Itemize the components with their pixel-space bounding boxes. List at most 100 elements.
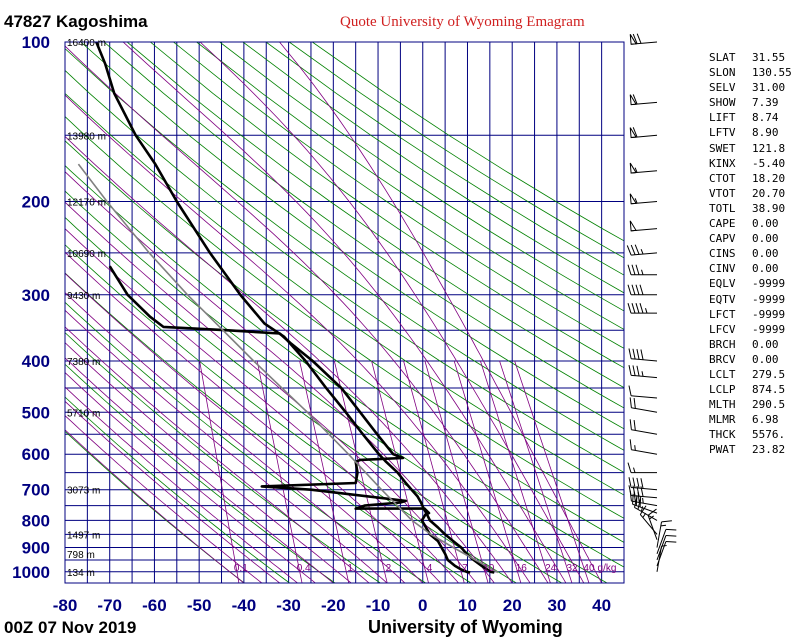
index-value: 0.00 (752, 262, 779, 276)
dry-adiabat (65, 92, 624, 496)
index-row: THCK 5576. (709, 427, 792, 442)
temperature-tick-label: -40 (232, 596, 257, 615)
index-name: SHOW (709, 96, 736, 110)
index-name: SELV (709, 81, 736, 95)
dry-adiabat (196, 42, 624, 330)
dry-adiabat (65, 69, 624, 473)
temperature-tick-label: 10 (458, 596, 477, 615)
pressure-tick-label: 1000 (12, 563, 50, 582)
wind-barb-feather (627, 264, 632, 275)
wind-barb-feather (631, 264, 636, 275)
wind-barb (627, 284, 657, 296)
height-label: 10690 m (67, 249, 106, 260)
height-label: 798 m (67, 550, 95, 561)
dry-adiabat (65, 216, 562, 583)
wind-barb-feather (639, 303, 644, 314)
moist-adiabat (65, 415, 263, 583)
index-value: -9999 (752, 322, 786, 336)
height-label: 7380 m (67, 357, 100, 368)
index-name: LFTV (709, 126, 736, 140)
index-name: EQTV (709, 292, 736, 306)
mixing-ratio-label: 0.1 (234, 563, 248, 574)
wind-barb-feather (631, 284, 636, 295)
index-name: MLTH (709, 398, 736, 412)
wind-barb-feather (632, 94, 638, 105)
index-name: LCLP (709, 383, 736, 397)
index-value: 38.90 (752, 201, 786, 215)
index-name: CINS (709, 247, 736, 261)
index-name: PWAT (709, 443, 736, 457)
temperature-tick-label: -70 (97, 596, 122, 615)
index-name: SLAT (709, 51, 736, 64)
index-row: SLON 130.55 (709, 65, 792, 80)
index-row: EQTV -9999 (709, 292, 792, 307)
index-name: LIFT (709, 111, 736, 125)
mixing-ratio-line (299, 360, 350, 583)
moist-adiabat (199, 42, 585, 583)
index-row: SELV 31.00 (709, 80, 792, 95)
wind-barb-feather (629, 439, 632, 450)
wind-barb-flag (629, 162, 637, 174)
wind-barb-staff (656, 521, 663, 548)
temperature-tick-label: 40 (592, 596, 611, 615)
wind-barb (629, 94, 658, 106)
wind-barb-feather (665, 541, 677, 543)
index-value: 20.70 (752, 186, 786, 200)
wind-barb-half-feather (634, 198, 638, 204)
wind-barb (628, 385, 658, 399)
wind-barb-feather (647, 508, 657, 516)
mixing-ratio-label: 7 (462, 563, 468, 574)
mixing-ratio-line (453, 360, 522, 583)
wind-barb-feather (629, 419, 632, 430)
wind-barb-feather (639, 505, 647, 515)
index-row: MLTH 290.5 (709, 397, 792, 412)
wind-barb (629, 162, 658, 174)
wind-barb-staff (647, 515, 658, 540)
wind-barb (629, 397, 658, 413)
wind-barb-staff (631, 374, 658, 379)
index-row: CAPV 0.00 (709, 231, 792, 246)
plot-border (64, 41, 625, 584)
temperature-tick-label: -30 (276, 596, 301, 615)
moist-adiabat (65, 292, 406, 583)
temperature-tick-label: 30 (547, 596, 566, 615)
wind-barb-staff (656, 546, 663, 572)
index-value: 5576. (752, 428, 786, 442)
dry-adiabat (126, 42, 624, 389)
plot-area (65, 42, 624, 583)
index-row: CTOT 18.20 (709, 171, 792, 186)
mixing-ratio-label: 24 (545, 563, 557, 574)
mixing-ratio-label: g/kg (598, 563, 617, 574)
index-name: SLON (709, 66, 736, 80)
wind-barb-feather (629, 490, 632, 502)
index-row: SWET 121.8 (709, 141, 792, 156)
wind-barb-feather (632, 365, 636, 376)
wind-barb (626, 244, 658, 256)
wind-barb-feather (640, 486, 644, 497)
temperature-tick-label: -60 (142, 596, 167, 615)
wind-barb-feather (634, 244, 640, 255)
mixing-ratio-line (256, 360, 303, 583)
index-name: MLMR (709, 413, 736, 427)
index-row: TOTL 38.90 (709, 201, 792, 216)
wind-barb-half-feather (641, 371, 644, 377)
wind-barb-feather (628, 365, 632, 376)
moist-adiabat (65, 135, 513, 583)
wind-barb-flag (629, 94, 637, 106)
moist-adiabat (65, 94, 531, 583)
mixing-ratio-label: 32 (566, 563, 578, 574)
mixing-ratio-line (333, 360, 388, 583)
pressure-tick-label: 400 (22, 352, 50, 371)
wind-barb-feather (639, 496, 642, 508)
dry-adiabat (65, 48, 624, 451)
index-name: THCK (709, 428, 736, 442)
dry-adiabat (80, 42, 624, 430)
index-row: CINS 0.00 (709, 246, 792, 261)
height-label: 3073 m (67, 486, 100, 497)
index-row: PWAT 23.82 (709, 442, 792, 457)
height-label: 5710 m (67, 408, 100, 419)
moist-adiabat (65, 357, 334, 583)
index-name: SWET (709, 141, 736, 155)
wind-barb-staff (631, 495, 658, 499)
